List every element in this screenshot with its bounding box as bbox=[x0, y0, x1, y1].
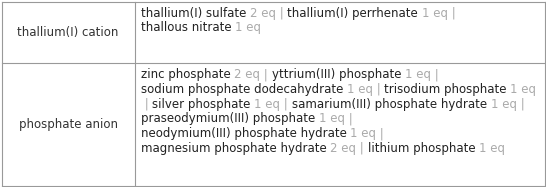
Text: 1 eq: 1 eq bbox=[511, 83, 536, 96]
Text: 1 eq: 1 eq bbox=[479, 142, 505, 155]
Text: 2 eq: 2 eq bbox=[234, 68, 260, 81]
Text: silver phosphate: silver phosphate bbox=[152, 98, 251, 111]
Text: samarium(III) phosphate hydrate: samarium(III) phosphate hydrate bbox=[292, 98, 487, 111]
Text: 1 eq: 1 eq bbox=[318, 112, 345, 125]
Text: phosphate anion: phosphate anion bbox=[19, 118, 117, 131]
Text: |: | bbox=[140, 98, 152, 111]
Text: |: | bbox=[260, 68, 271, 81]
Text: |: | bbox=[345, 112, 356, 125]
Text: 1 eq: 1 eq bbox=[405, 68, 431, 81]
Text: |: | bbox=[276, 7, 287, 19]
Text: 1 eq: 1 eq bbox=[347, 83, 373, 96]
Text: 1 eq: 1 eq bbox=[254, 98, 280, 111]
Text: 1 eq: 1 eq bbox=[422, 7, 448, 19]
Text: zinc phosphate: zinc phosphate bbox=[140, 68, 230, 81]
Text: |: | bbox=[448, 7, 459, 19]
Text: thallium(I) perrhenate: thallium(I) perrhenate bbox=[287, 7, 418, 19]
Text: |: | bbox=[280, 98, 292, 111]
Text: neodymium(III) phosphate hydrate: neodymium(III) phosphate hydrate bbox=[140, 127, 346, 140]
Text: 1 eq: 1 eq bbox=[490, 98, 517, 111]
Text: magnesium phosphate hydrate: magnesium phosphate hydrate bbox=[140, 142, 327, 155]
Text: 1 eq: 1 eq bbox=[235, 21, 261, 34]
Text: thallous nitrate: thallous nitrate bbox=[140, 21, 231, 34]
Text: 2 eq: 2 eq bbox=[330, 142, 356, 155]
Text: |: | bbox=[356, 142, 367, 155]
Text: trisodium phosphate: trisodium phosphate bbox=[384, 83, 507, 96]
Text: |: | bbox=[376, 127, 388, 140]
Text: 1 eq: 1 eq bbox=[350, 127, 376, 140]
Text: praseodymium(III) phosphate: praseodymium(III) phosphate bbox=[140, 112, 315, 125]
Text: thallium(I) cation: thallium(I) cation bbox=[17, 26, 118, 39]
Text: |: | bbox=[431, 68, 442, 81]
Text: |: | bbox=[517, 98, 528, 111]
Text: 2 eq: 2 eq bbox=[250, 7, 276, 19]
Text: sodium phosphate dodecahydrate: sodium phosphate dodecahydrate bbox=[140, 83, 343, 96]
Text: |: | bbox=[373, 83, 384, 96]
Text: yttrium(III) phosphate: yttrium(III) phosphate bbox=[271, 68, 401, 81]
Text: thallium(I) sulfate: thallium(I) sulfate bbox=[140, 7, 246, 19]
Text: lithium phosphate: lithium phosphate bbox=[367, 142, 475, 155]
